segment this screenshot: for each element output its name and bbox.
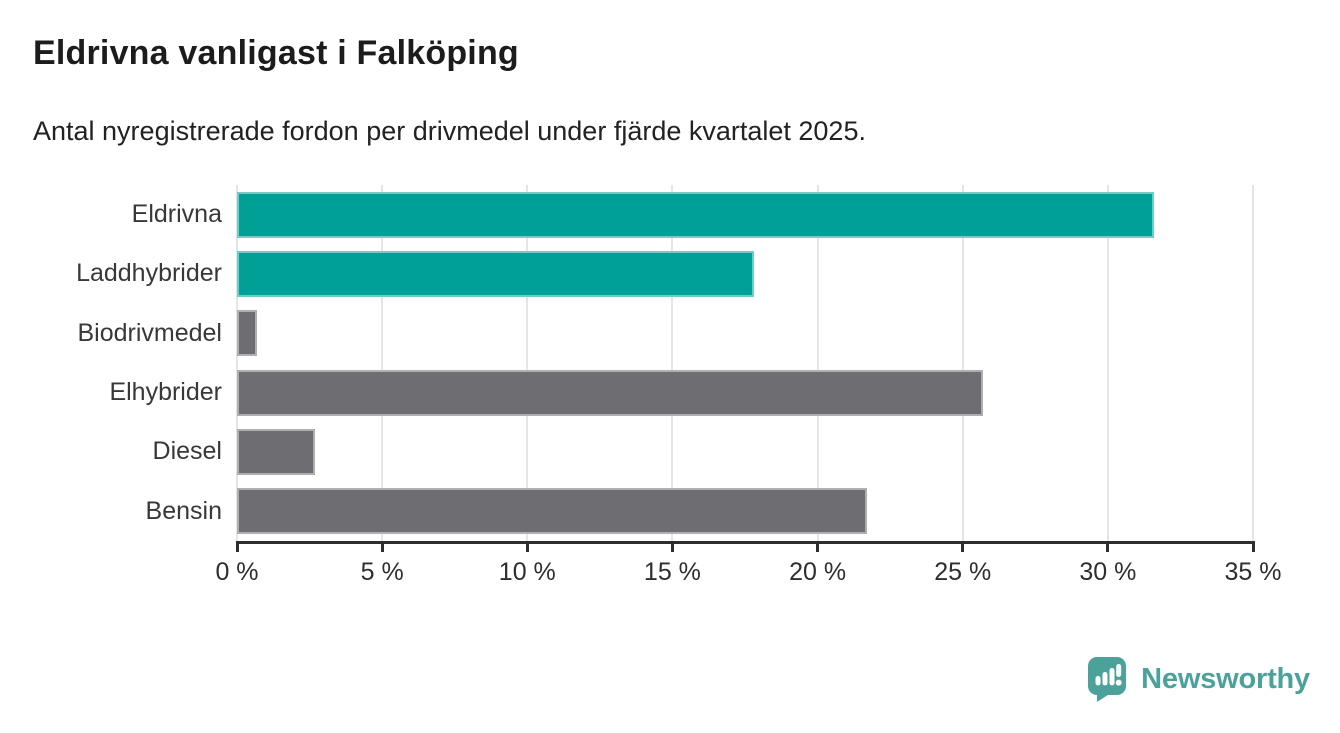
bar-row: Diesel — [0, 422, 1253, 481]
gridline — [961, 185, 964, 541]
x-axis: 0 % 5 % 10 % 15 % 20 % 25 % 30 % 35 % — [215, 541, 1281, 586]
bar-track — [237, 310, 1253, 357]
bar-laddhybrider — [237, 250, 754, 297]
bar-eldrivna — [237, 191, 1155, 238]
category-label: Bensin — [145, 496, 222, 525]
bar-diesel — [237, 428, 316, 475]
gridline — [1106, 185, 1109, 541]
gridline — [671, 185, 674, 541]
x-axis-tick-label: 30 % — [1079, 558, 1137, 586]
x-axis-tick — [816, 541, 820, 552]
x-axis-tick-label: 15 % — [643, 558, 701, 586]
bar-row: Biodrivmedel — [0, 304, 1253, 363]
category-label: Laddhybrider — [76, 259, 222, 288]
x-axis-tick — [235, 541, 239, 552]
newsworthy-logo-text: Newsworthy — [1141, 662, 1310, 695]
bar-track — [237, 488, 1253, 535]
bar-elhybrider — [237, 369, 984, 416]
chart-subtitle: Antal nyregistrerade fordon per drivmede… — [33, 116, 866, 146]
x-axis-tick — [1251, 541, 1255, 552]
newsworthy-logo-icon — [1088, 657, 1127, 702]
gridline — [381, 185, 384, 541]
category-label: Eldrivna — [131, 200, 222, 229]
bar-biodrivmedel — [237, 310, 258, 357]
x-axis-tick — [525, 541, 529, 552]
bar-track — [237, 428, 1253, 475]
chart-title: Eldrivna vanligast i Falköping — [33, 34, 519, 72]
x-axis-tick — [380, 541, 384, 552]
gridline — [236, 185, 238, 541]
x-axis-tick — [961, 541, 965, 552]
x-axis-tick — [1106, 541, 1110, 552]
gridline — [526, 185, 529, 541]
bar-row: Bensin — [0, 482, 1253, 541]
x-axis-tick-label: 10 % — [498, 558, 556, 586]
bar-row: Laddhybrider — [0, 244, 1253, 303]
x-axis-tick-label: 5 % — [360, 558, 404, 586]
x-axis-tick — [670, 541, 674, 552]
bar-track — [237, 250, 1253, 297]
bar-row: Elhybrider — [0, 363, 1253, 422]
gridline — [816, 185, 819, 541]
bar-bensin — [237, 488, 867, 535]
x-axis-tick-label: 0 % — [215, 558, 259, 586]
category-label: Elhybrider — [109, 378, 222, 407]
category-label: Biodrivmedel — [77, 318, 222, 347]
chart-rows: Eldrivna Laddhybrider Biodrivmedel Elhybrid… — [0, 185, 1253, 541]
bar-track — [237, 191, 1253, 238]
bar-track — [237, 369, 1253, 416]
branding: Newsworthy — [1085, 655, 1310, 703]
x-axis-tick-label: 20 % — [789, 558, 847, 586]
plot-gridlines — [236, 185, 1254, 541]
gridline — [1252, 185, 1254, 541]
bar-row: Eldrivna — [0, 185, 1253, 244]
x-axis-tick-label: 35 % — [1224, 558, 1282, 586]
x-axis-line — [237, 541, 1253, 544]
category-label: Diesel — [152, 437, 222, 466]
bar-chart: Eldrivna Laddhybrider Biodrivmedel Elhybrid… — [0, 185, 1340, 605]
x-axis-tick-label: 25 % — [934, 558, 992, 586]
